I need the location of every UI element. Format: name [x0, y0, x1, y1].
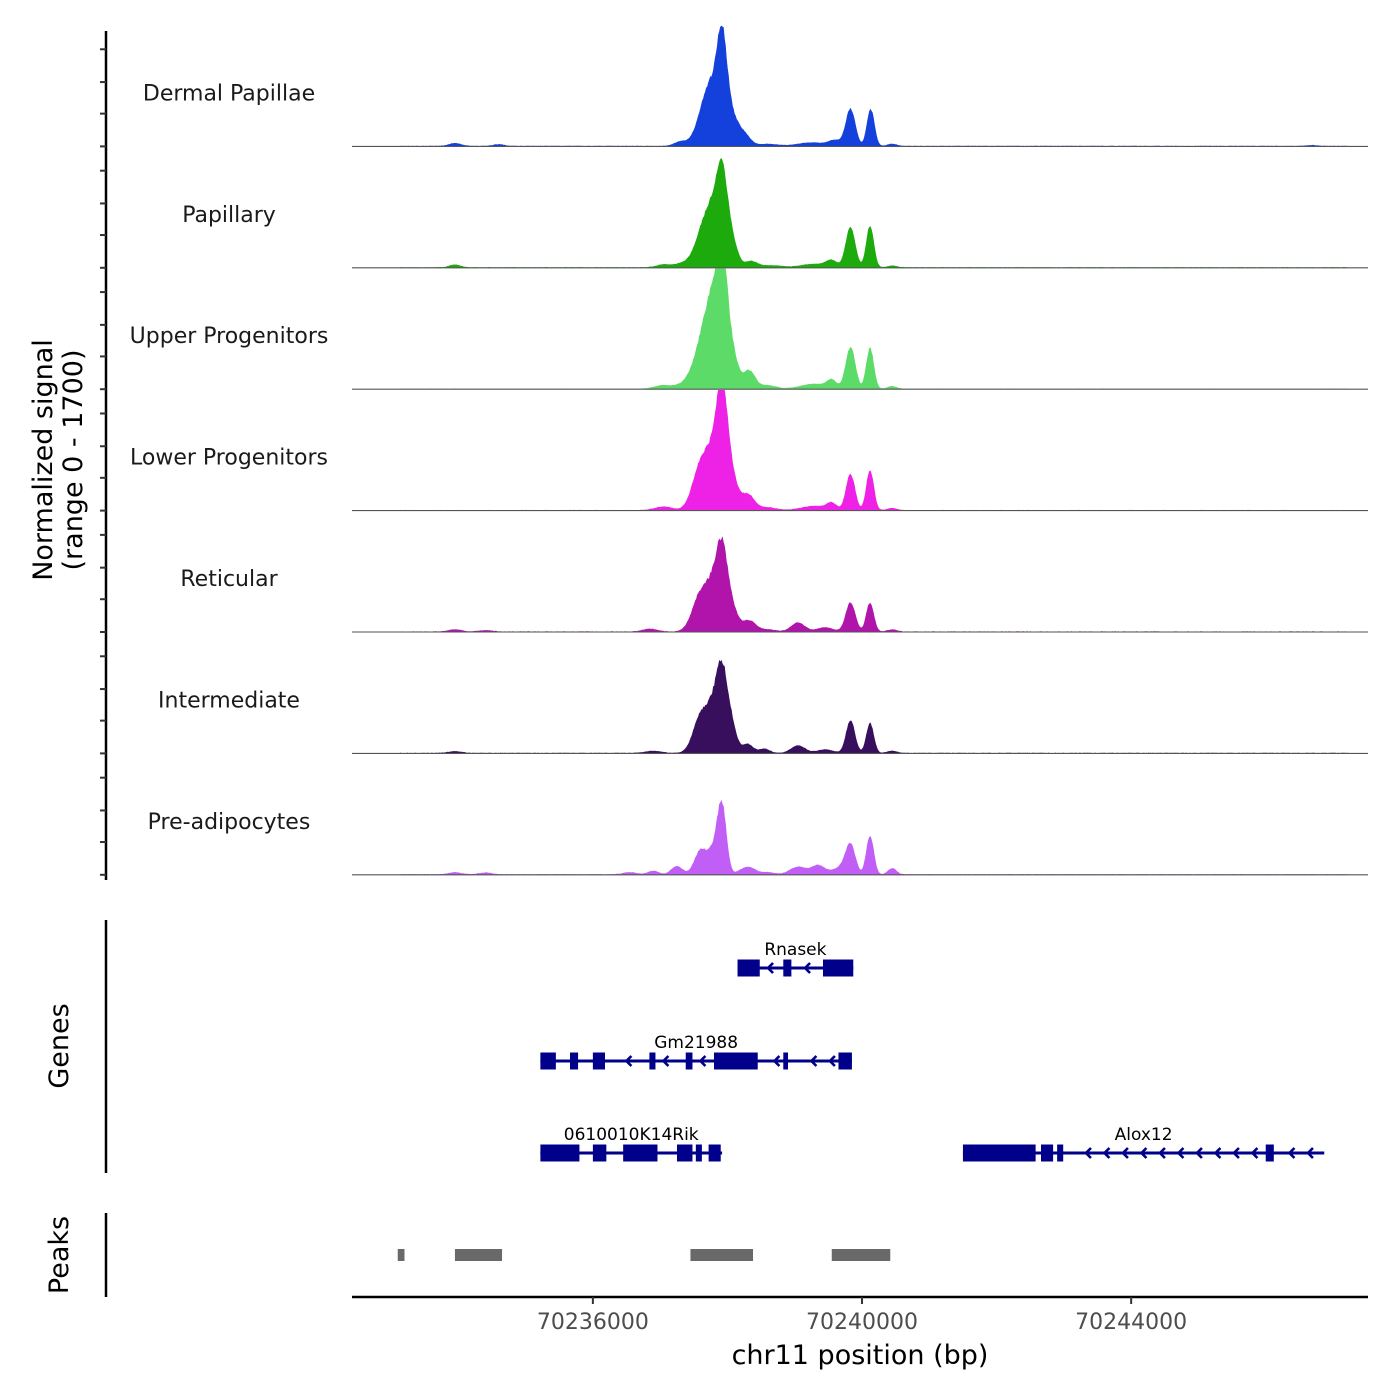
strand-arrow-icon — [828, 1055, 836, 1067]
strand-arrow-icon — [1084, 1147, 1092, 1159]
strand-arrow-icon — [1139, 1147, 1148, 1159]
track-label: Intermediate — [158, 688, 300, 713]
peaks-panel: Peaks — [44, 1213, 891, 1297]
coverage-area — [400, 25, 1348, 147]
coverage-area — [400, 157, 1348, 269]
coverage-area — [400, 659, 1348, 754]
x-axis-ticks: 70236000 70240000 70244000 — [537, 1297, 1187, 1335]
coverage-tracks: Dermal Papillae Papillary Upper Progenitor… — [130, 25, 1368, 876]
gene-model: 0610010K14Rik — [540, 1125, 723, 1162]
strand-arrow-icon — [1287, 1147, 1296, 1159]
gene-label: 0610010K14Rik — [564, 1125, 699, 1145]
strand-arrow-icon — [809, 1055, 818, 1067]
strand-arrow-icon — [1213, 1147, 1222, 1159]
strand-arrow-icon — [1158, 1147, 1166, 1159]
strand-arrow-icon — [772, 1055, 781, 1067]
gene-label: Alox12 — [1115, 1125, 1173, 1145]
track-label: Lower Progenitors — [130, 446, 328, 471]
coverage-area — [400, 268, 1348, 390]
track-label: Reticular — [180, 567, 278, 592]
gene-exon — [783, 1052, 789, 1070]
gene-exon — [695, 1144, 702, 1162]
gene-exon — [708, 1144, 721, 1162]
x-tick-label: 70244000 — [1075, 1310, 1187, 1335]
coverage-track: Reticular — [180, 536, 1368, 633]
gene-exon — [838, 1052, 852, 1070]
genes-axis-title: Genes — [44, 1003, 75, 1088]
coverage-track: Pre-adipocytes — [148, 799, 1368, 876]
gene-exon — [713, 1052, 758, 1070]
peak-region — [690, 1249, 754, 1261]
strand-arrow-icon — [661, 1055, 670, 1067]
coverage-y-axis: Normalized signal (range 0 - 1700) — [28, 31, 108, 880]
strand-arrow-icon — [1306, 1147, 1314, 1159]
gene-label: Rnasek — [764, 940, 826, 960]
gene-exon — [649, 1052, 656, 1070]
genes-panel: Genes Rnasek Gm21988 0610010K14Rik Alox12 — [44, 920, 1325, 1173]
gene-exon — [822, 959, 854, 977]
gene-exon — [540, 1052, 556, 1070]
coverage-y-axis-ticks — [100, 48, 106, 876]
gene-exon — [592, 1144, 607, 1162]
strand-arrow-icon — [1232, 1147, 1240, 1159]
track-label: Upper Progenitors — [130, 324, 329, 349]
strand-arrow-icon — [1176, 1147, 1185, 1159]
coverage-y-axis-title-line-1: Normalized signal — [28, 339, 59, 581]
gene-exon — [592, 1052, 605, 1070]
strand-arrow-icon — [803, 962, 811, 974]
gene-exon — [1057, 1144, 1064, 1162]
strand-arrow-icon — [766, 962, 774, 974]
coverage-area — [400, 536, 1348, 633]
peak-region — [831, 1249, 891, 1261]
strand-arrow-icon — [1250, 1147, 1259, 1159]
gene-exon — [623, 1144, 658, 1162]
coverage-y-axis-title-line-2: (range 0 - 1700) — [58, 350, 89, 571]
gene-models: Rnasek Gm21988 0610010K14Rik Alox12 — [540, 940, 1325, 1162]
peak-region — [397, 1249, 405, 1261]
gene-exon — [962, 1144, 1036, 1162]
gene-exon — [685, 1052, 693, 1070]
strand-arrow-icon — [1121, 1147, 1129, 1159]
strand-arrow-icon — [698, 1055, 707, 1067]
gene-exon — [1040, 1144, 1054, 1162]
coverage-track: Lower Progenitors — [130, 389, 1368, 512]
gene-model: Gm21988 — [540, 1033, 852, 1070]
peaks-axis-title: Peaks — [44, 1216, 75, 1294]
peak-regions — [397, 1249, 891, 1261]
gene-exon — [737, 959, 760, 977]
gene-label: Gm21988 — [654, 1033, 738, 1053]
gene-exon — [570, 1052, 579, 1070]
gene-exon — [540, 1144, 580, 1162]
strand-arrow-icon — [1195, 1147, 1203, 1159]
x-axis: 70236000 70240000 70244000 chr11 position … — [352, 1295, 1368, 1371]
strand-arrow-icon — [624, 1055, 633, 1067]
peak-region — [454, 1249, 503, 1261]
track-label: Pre-adipocytes — [148, 810, 311, 835]
coverage-track: Upper Progenitors — [130, 268, 1368, 390]
x-tick-label: 70236000 — [537, 1310, 649, 1335]
coverage-track: Dermal Papillae — [143, 25, 1368, 147]
gene-model: Alox12 — [962, 1125, 1325, 1162]
x-axis-title: chr11 position (bp) — [732, 1340, 989, 1371]
strand-arrow-icon — [1102, 1147, 1111, 1159]
gene-exon — [783, 959, 792, 977]
gene-exon — [1265, 1144, 1274, 1162]
x-tick-label: 70240000 — [806, 1310, 918, 1335]
coverage-track: Intermediate — [158, 659, 1368, 754]
coverage-track: Papillary — [182, 157, 1368, 269]
coverage-area — [400, 389, 1348, 511]
gene-exon — [676, 1144, 693, 1162]
coverage-area — [400, 799, 1348, 876]
track-label: Papillary — [182, 203, 276, 228]
gene-model: Rnasek — [737, 940, 854, 977]
track-label: Dermal Papillae — [143, 81, 315, 106]
